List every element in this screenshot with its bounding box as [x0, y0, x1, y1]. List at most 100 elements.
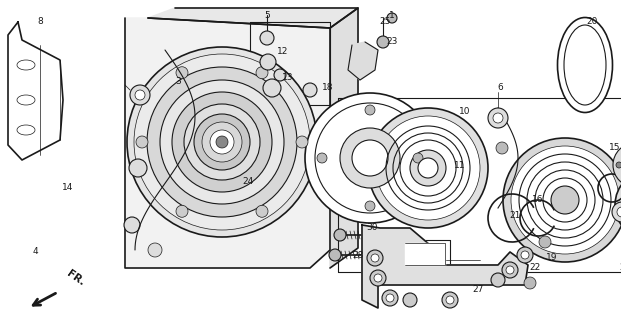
Circle shape — [524, 277, 536, 289]
Circle shape — [506, 266, 514, 274]
Text: 28: 28 — [352, 251, 364, 260]
Circle shape — [147, 67, 297, 217]
Circle shape — [352, 140, 388, 176]
Circle shape — [129, 159, 147, 177]
Circle shape — [413, 153, 423, 163]
Circle shape — [615, 170, 621, 240]
Circle shape — [365, 201, 375, 211]
Circle shape — [410, 150, 446, 186]
Circle shape — [260, 54, 276, 70]
Text: 22: 22 — [529, 263, 541, 273]
Text: 23: 23 — [386, 37, 397, 46]
Circle shape — [202, 122, 242, 162]
Circle shape — [612, 202, 621, 222]
Circle shape — [124, 217, 140, 233]
Circle shape — [184, 104, 260, 180]
Circle shape — [371, 254, 379, 262]
Circle shape — [370, 270, 386, 286]
Circle shape — [194, 114, 250, 170]
Circle shape — [210, 130, 234, 154]
Text: 4: 4 — [32, 247, 38, 257]
Circle shape — [176, 67, 188, 79]
Circle shape — [367, 250, 383, 266]
Text: 5: 5 — [264, 11, 270, 20]
Circle shape — [488, 108, 508, 128]
Text: 6: 6 — [497, 84, 503, 92]
Circle shape — [403, 293, 417, 307]
Ellipse shape — [564, 25, 606, 105]
Circle shape — [317, 153, 327, 163]
Circle shape — [334, 229, 346, 241]
Circle shape — [365, 105, 375, 115]
Circle shape — [260, 31, 274, 45]
Circle shape — [502, 262, 518, 278]
Circle shape — [493, 113, 503, 123]
Circle shape — [274, 69, 286, 81]
Text: 12: 12 — [278, 47, 289, 57]
Circle shape — [377, 36, 389, 48]
Circle shape — [442, 292, 458, 308]
Circle shape — [617, 207, 621, 217]
Text: 27: 27 — [473, 285, 484, 294]
Circle shape — [303, 83, 317, 97]
Circle shape — [368, 108, 488, 228]
Circle shape — [382, 290, 398, 306]
Polygon shape — [148, 8, 358, 28]
Polygon shape — [125, 18, 330, 268]
Polygon shape — [348, 42, 378, 80]
Circle shape — [387, 13, 397, 23]
Circle shape — [176, 205, 188, 217]
Circle shape — [263, 79, 281, 97]
Text: 20: 20 — [586, 18, 597, 27]
Circle shape — [521, 251, 529, 259]
Circle shape — [374, 274, 382, 282]
Circle shape — [503, 138, 621, 262]
Circle shape — [305, 93, 435, 223]
Circle shape — [511, 146, 619, 254]
Ellipse shape — [558, 18, 612, 113]
Circle shape — [517, 247, 533, 263]
Circle shape — [136, 136, 148, 148]
Circle shape — [418, 158, 438, 178]
Text: FR.: FR. — [65, 269, 86, 288]
Circle shape — [160, 80, 284, 204]
Text: 15: 15 — [609, 143, 621, 153]
Text: 19: 19 — [546, 253, 558, 262]
Polygon shape — [8, 22, 63, 160]
Circle shape — [216, 136, 228, 148]
Circle shape — [496, 142, 508, 154]
Text: 24: 24 — [242, 178, 253, 187]
Text: 18: 18 — [322, 84, 333, 92]
Text: 30: 30 — [366, 223, 378, 233]
Circle shape — [340, 128, 400, 188]
Circle shape — [329, 249, 341, 261]
Circle shape — [148, 243, 162, 257]
Circle shape — [127, 47, 317, 237]
Text: 11: 11 — [454, 161, 466, 170]
Text: 25: 25 — [379, 18, 391, 27]
Circle shape — [616, 162, 621, 168]
Circle shape — [613, 143, 621, 187]
Circle shape — [551, 186, 579, 214]
Circle shape — [134, 54, 310, 230]
Circle shape — [130, 85, 150, 105]
Text: 3: 3 — [175, 77, 181, 86]
Circle shape — [491, 273, 505, 287]
Circle shape — [539, 236, 551, 248]
Text: 10: 10 — [460, 108, 471, 116]
Text: 13: 13 — [283, 74, 294, 83]
Text: 16: 16 — [532, 196, 544, 204]
Polygon shape — [330, 8, 358, 268]
Circle shape — [172, 92, 272, 192]
Circle shape — [315, 103, 425, 213]
Text: 1: 1 — [389, 11, 395, 20]
Text: 29: 29 — [619, 263, 621, 273]
Circle shape — [256, 67, 268, 79]
Circle shape — [135, 90, 145, 100]
Polygon shape — [405, 243, 445, 265]
Circle shape — [386, 294, 394, 302]
Text: 14: 14 — [62, 183, 74, 193]
Circle shape — [446, 296, 454, 304]
Polygon shape — [362, 225, 528, 308]
Circle shape — [296, 136, 308, 148]
